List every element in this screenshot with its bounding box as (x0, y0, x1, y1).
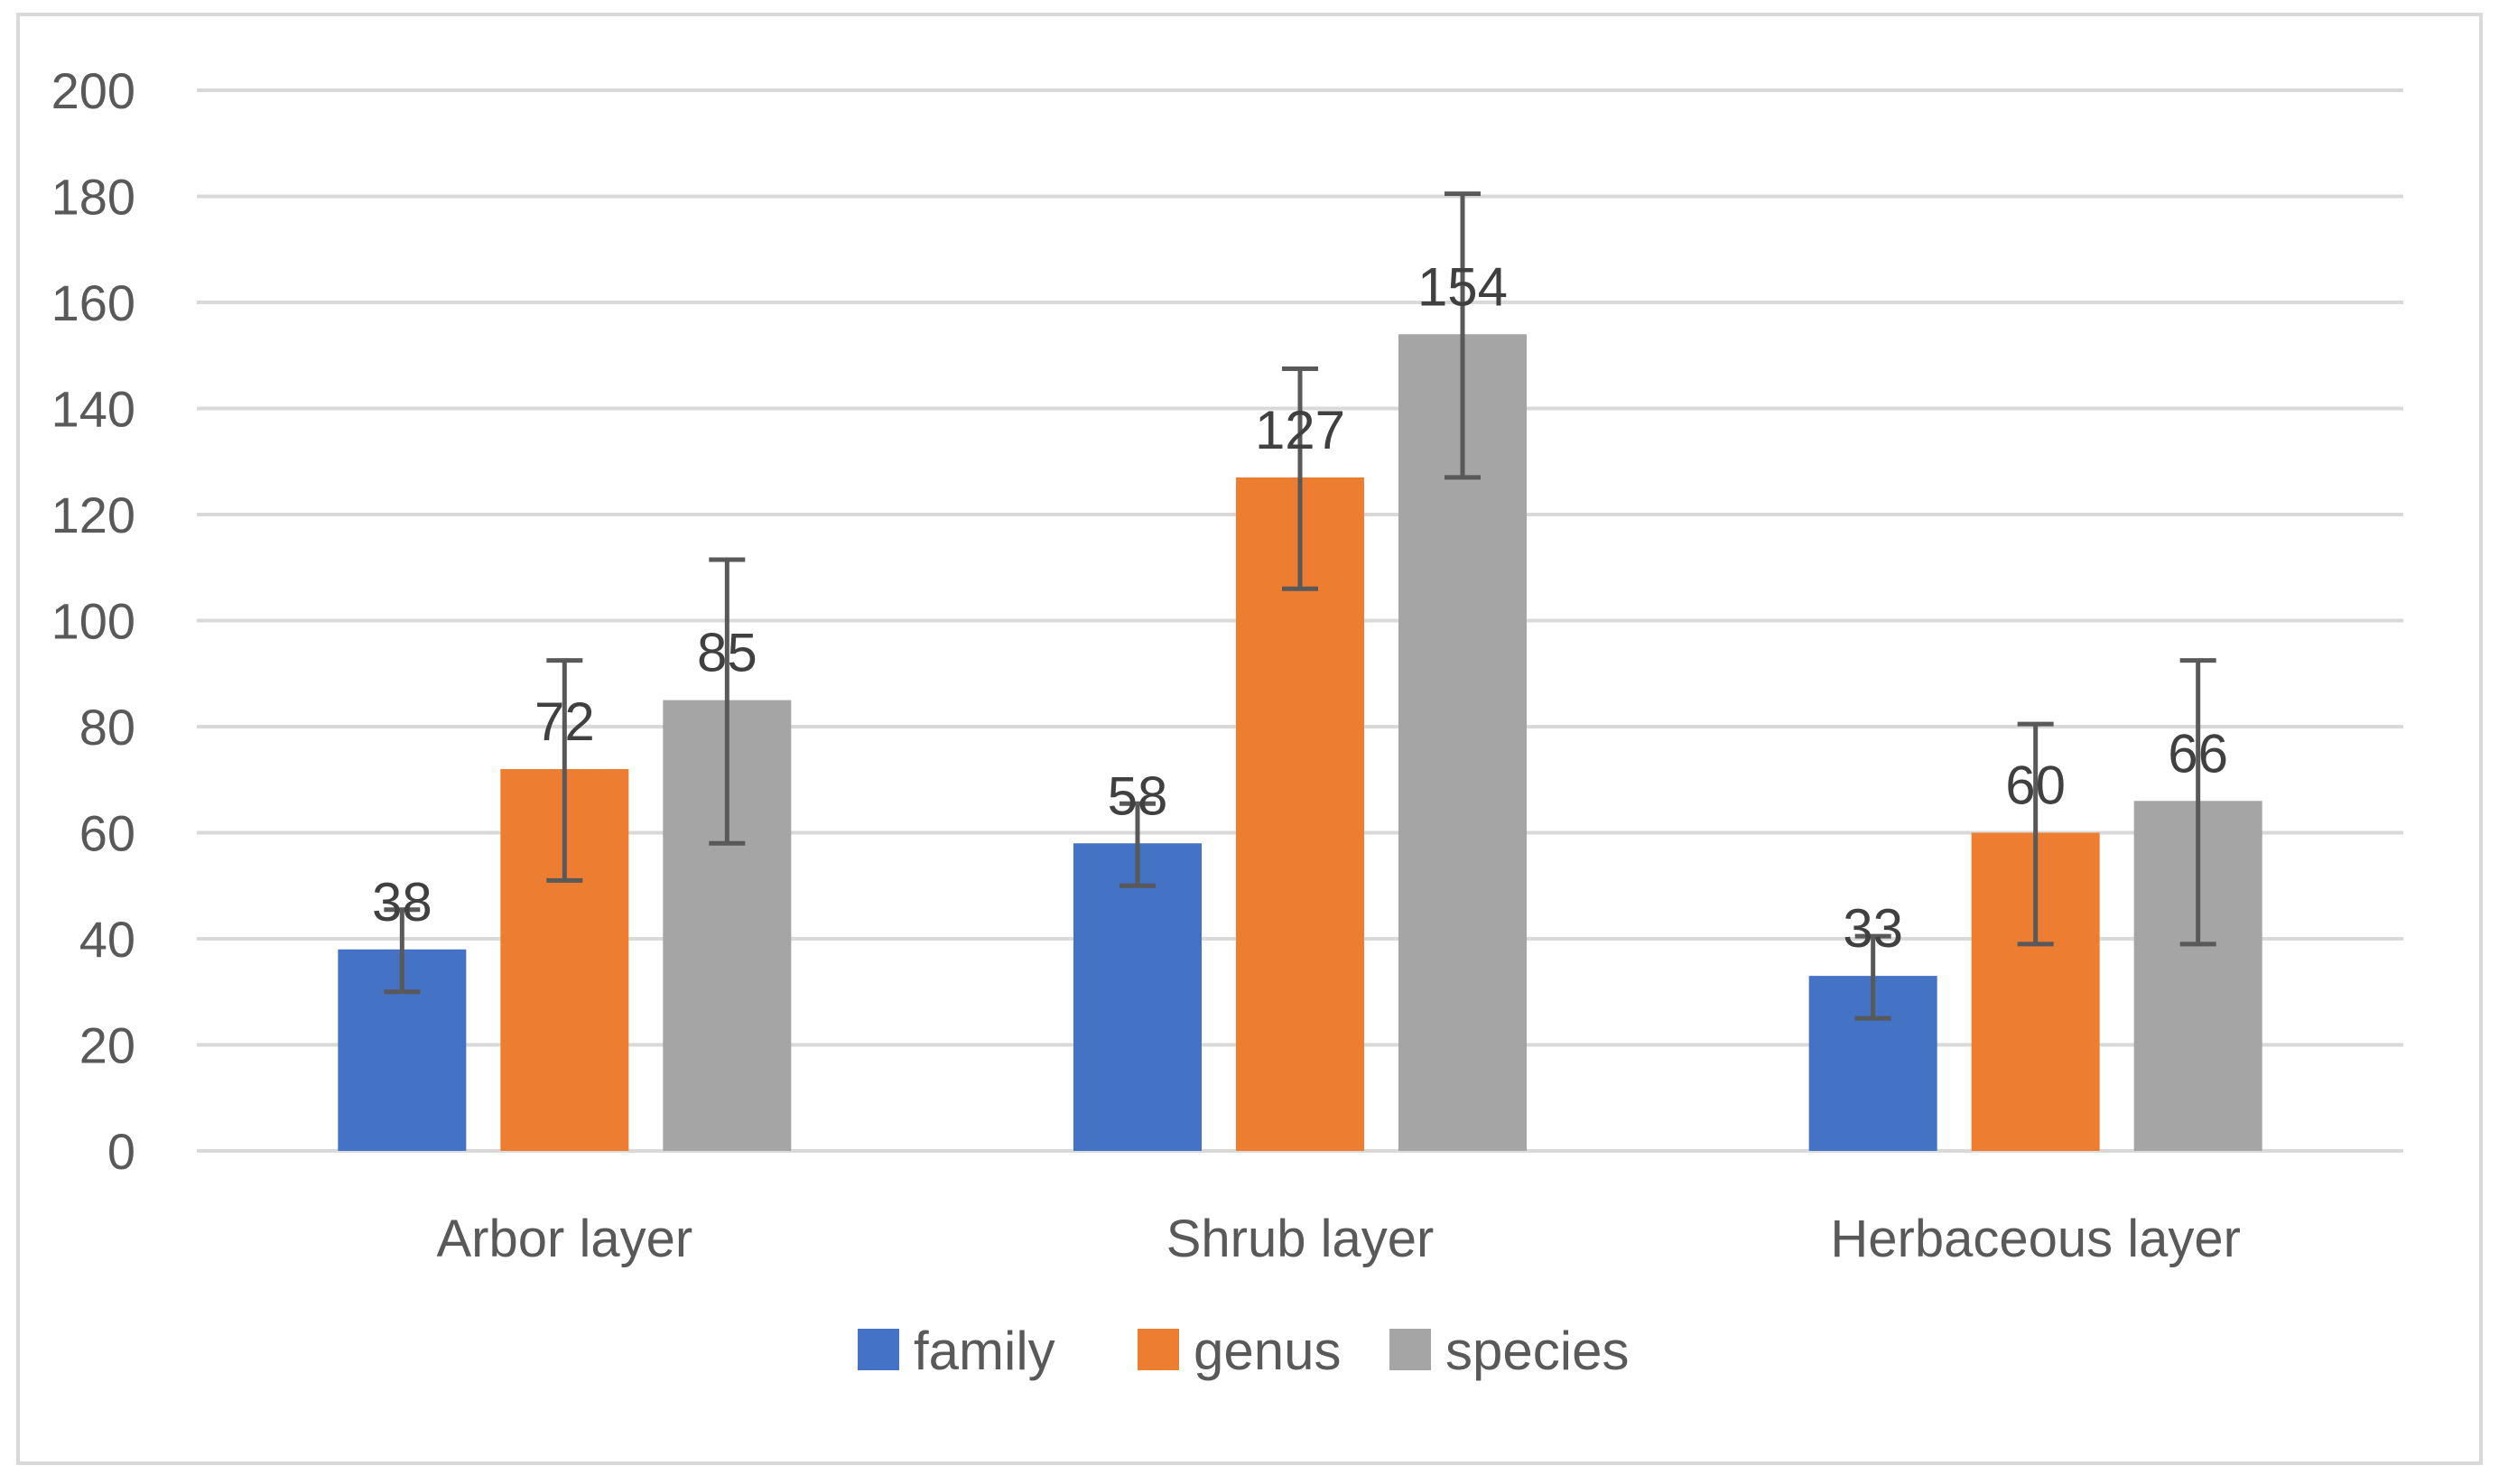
legend-swatch-species (1389, 1329, 1431, 1370)
legend: family genus species (858, 1321, 1629, 1381)
bar-family (1073, 843, 1202, 1151)
y-tick-label: 180 (51, 169, 135, 226)
y-tick-label: 60 (79, 805, 135, 862)
x-category-label: Shrub layer (1166, 1210, 1435, 1268)
data-label-species: 85 (697, 623, 757, 683)
y-tick-label: 140 (51, 381, 135, 438)
y-axis: 0 20 40 60 80 100 120 140 160 180 200 (51, 62, 135, 1180)
data-label-species: 154 (1417, 256, 1508, 317)
data-label-species: 66 (2168, 723, 2228, 784)
legend-swatch-family (858, 1329, 899, 1370)
legend-label-species: species (1445, 1321, 1629, 1381)
y-tick-label: 160 (51, 274, 135, 331)
bars (338, 334, 2262, 1151)
y-tick-label: 20 (79, 1017, 135, 1074)
data-label-family: 33 (1843, 898, 1903, 959)
data-label-genus: 60 (2005, 756, 2066, 816)
data-labels: 38 72 85 58 127 154 33 60 66 (372, 256, 2228, 959)
y-tick-label: 40 (79, 911, 135, 968)
y-tick-label: 0 (107, 1123, 135, 1180)
data-label-family: 58 (1108, 765, 1168, 826)
x-category-label: Herbaceous layer (1830, 1210, 2241, 1268)
data-label-genus: 127 (1255, 400, 1345, 460)
x-category-label: Arbor layer (437, 1210, 693, 1268)
data-label-genus: 72 (534, 691, 595, 752)
y-tick-label: 200 (51, 62, 135, 119)
y-tick-label: 120 (51, 487, 135, 543)
legend-swatch-genus (1138, 1329, 1179, 1370)
legend-label-family: family (914, 1321, 1055, 1381)
data-label-family: 38 (372, 872, 432, 932)
y-tick-label: 80 (79, 699, 135, 756)
error-bars (384, 191, 2216, 1021)
legend-label-genus: genus (1194, 1321, 1341, 1381)
x-axis: Arbor layer Shrub layer Herbaceous layer (437, 1210, 2241, 1268)
y-tick-label: 100 (51, 593, 135, 650)
